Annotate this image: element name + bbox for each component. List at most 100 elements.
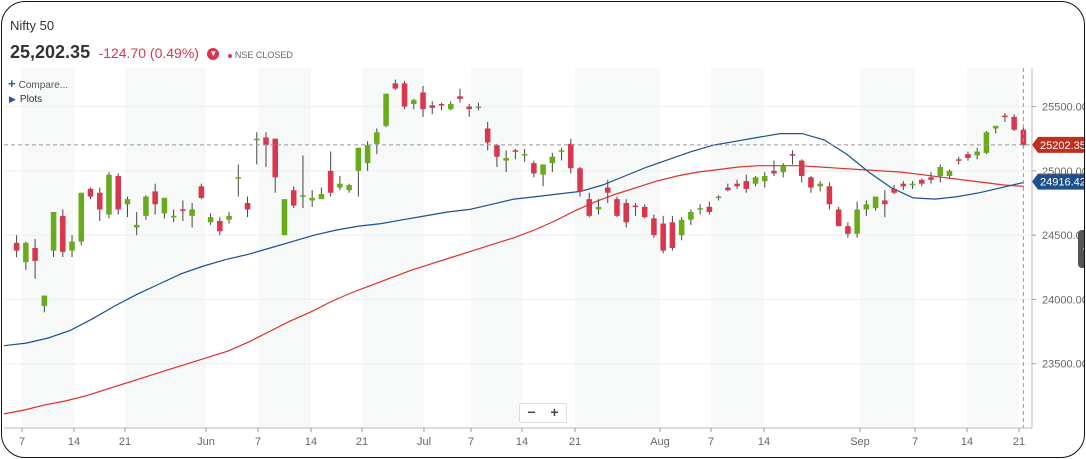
candle-body (96, 192, 103, 210)
x-tick-label: 21 (356, 436, 368, 448)
candle-body (623, 203, 629, 223)
candle-body (309, 197, 315, 201)
plots-label: Plots (19, 94, 43, 105)
candle-body (355, 147, 362, 171)
candle (909, 181, 916, 189)
candle-body (226, 215, 232, 220)
candle (955, 156, 962, 165)
candle (198, 183, 205, 200)
candle-body (401, 83, 408, 107)
candle (826, 182, 833, 210)
candle-body (974, 151, 980, 156)
x-tick-label: 21 (569, 436, 581, 448)
candle-body (761, 176, 768, 182)
candle-body (715, 196, 722, 199)
candle-body (854, 209, 860, 234)
candle (13, 235, 20, 257)
candle (253, 132, 260, 165)
candle-body (180, 209, 186, 211)
price-row: 25,202.35 -124.70 (0.49%) ▼ NSE CLOSED (10, 42, 293, 63)
candle-body (946, 170, 953, 176)
candle (586, 192, 593, 218)
candle (512, 149, 519, 160)
candle-body (263, 137, 269, 146)
x-tick-label: Sep (850, 436, 870, 448)
side-panel-handle[interactable]: ‹ (1078, 230, 1084, 268)
candle (641, 204, 648, 219)
y-tick-label: 23500.00 (1042, 359, 1084, 371)
candle-body (133, 224, 140, 228)
zoom-out-button[interactable]: − (527, 404, 536, 420)
ma-short-tag (1032, 173, 1084, 190)
candle-body (290, 190, 297, 206)
candle-body (337, 183, 343, 188)
candle-body (272, 138, 279, 178)
chevron-left-icon: ‹ (1083, 244, 1084, 253)
candle-body (771, 170, 777, 174)
candle (78, 192, 85, 246)
candle (854, 201, 860, 238)
month-band (711, 68, 764, 428)
candle-body (78, 192, 85, 242)
candle (540, 164, 546, 187)
plots-button[interactable]: ▶ Plots (9, 94, 42, 105)
last-price-tag (1032, 136, 1084, 153)
candle-body (429, 105, 436, 108)
candle-body (706, 206, 713, 212)
candle-body (992, 125, 999, 129)
zoom-in-button[interactable]: + (550, 404, 559, 420)
candle-body (928, 177, 934, 180)
candle-body (189, 209, 195, 216)
candle (96, 187, 103, 221)
candle (835, 206, 842, 227)
candle (789, 150, 796, 165)
candle-body (392, 83, 399, 89)
candle-body (568, 143, 574, 169)
candle-body (494, 145, 500, 157)
x-tick-label: 14 (758, 436, 770, 448)
candle-body (475, 106, 482, 109)
x-tick-label: 14 (305, 436, 317, 448)
candle-body (651, 218, 657, 236)
candle (23, 241, 29, 270)
candle-body (512, 150, 519, 152)
candle (290, 186, 297, 209)
candle-body (549, 156, 556, 164)
candle (1020, 127, 1027, 148)
candle-body (69, 241, 75, 251)
candle (429, 101, 436, 115)
candle (484, 122, 491, 151)
x-tick-label: 7 (912, 436, 918, 448)
candle (900, 181, 907, 191)
x-tick-label: 21 (1013, 436, 1025, 448)
x-tick-label: Jun (197, 436, 215, 448)
candle-body (115, 176, 121, 210)
month-band (575, 68, 660, 428)
candle-body (23, 242, 29, 263)
candle (466, 104, 472, 117)
candle (891, 185, 897, 194)
candle-body (484, 128, 491, 143)
candle-body (752, 177, 759, 184)
y-tick-label: 24000.00 (1042, 294, 1084, 306)
candle (143, 195, 149, 220)
compare-label: Compare... (18, 80, 69, 91)
candle-body (743, 181, 750, 189)
candle (872, 196, 879, 211)
month-band (125, 68, 206, 428)
candle (420, 86, 426, 117)
candle (374, 128, 380, 155)
ma-short-label: 24916.42 (1040, 177, 1084, 189)
candle-body (318, 194, 325, 200)
price-change: -124.70 (0.49%) (98, 45, 199, 61)
candle (263, 132, 269, 167)
candle-body (595, 206, 602, 210)
candle-body (798, 160, 805, 176)
candle-body (872, 196, 879, 209)
compare-button[interactable]: + Compare... (8, 76, 68, 91)
candle (475, 102, 482, 111)
candle (771, 160, 777, 176)
candle (798, 159, 805, 183)
candle-body (521, 154, 528, 156)
